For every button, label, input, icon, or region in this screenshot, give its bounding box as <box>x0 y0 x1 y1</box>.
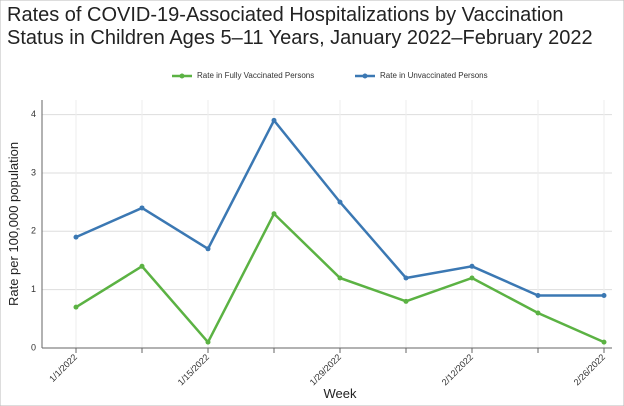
point <box>337 275 343 281</box>
point <box>73 304 79 310</box>
point <box>601 292 607 298</box>
point <box>205 339 211 345</box>
point <box>535 310 541 316</box>
x-axis-title: Week <box>324 386 357 401</box>
y-tick-label: 1 <box>31 284 36 294</box>
chart-title: Rates of COVID-19-Associated Hospitaliza… <box>7 4 564 26</box>
point <box>601 339 607 345</box>
legend-marker <box>362 73 368 79</box>
y-tick-label: 0 <box>31 342 36 352</box>
point <box>73 234 79 240</box>
chart-subtitle: Status in Children Ages 5–11 Years, Janu… <box>7 27 593 49</box>
point <box>271 211 277 217</box>
y-tick-label: 3 <box>31 167 36 177</box>
point <box>403 275 409 281</box>
y-tick-label: 2 <box>31 226 36 236</box>
point <box>403 298 409 304</box>
y-axis-title: Rate per 100,000 population <box>6 142 21 306</box>
point <box>139 205 145 211</box>
point <box>205 246 211 252</box>
point <box>337 199 343 205</box>
point <box>271 117 277 123</box>
point <box>469 263 475 269</box>
legend-label: Rate in Unvaccinated Persons <box>380 71 488 80</box>
point <box>535 292 541 298</box>
point <box>139 263 145 269</box>
y-tick-label: 4 <box>31 109 36 119</box>
legend-label: Rate in Fully Vaccinated Persons <box>197 71 314 80</box>
point <box>469 275 475 281</box>
legend-marker <box>179 73 185 79</box>
